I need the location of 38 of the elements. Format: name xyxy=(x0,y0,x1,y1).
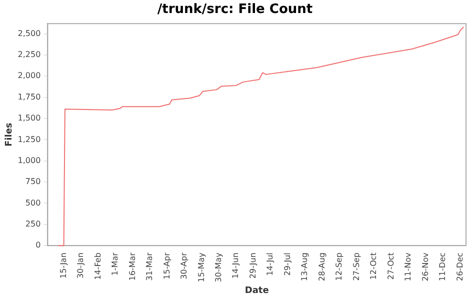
x-tick-label: 31-Mar xyxy=(145,252,154,281)
x-tick-label: 16-Mar xyxy=(128,252,137,281)
y-tick-label: 500 xyxy=(25,198,41,208)
x-tick-label: 26-Dec xyxy=(455,252,464,282)
x-tick-label: 29-Jul xyxy=(282,252,292,276)
x-tick-label: 28-Aug xyxy=(317,252,326,282)
y-tick-label: 1,500 xyxy=(18,114,41,123)
x-tick-label: 27-Sep xyxy=(352,252,361,281)
x-tick-label: 11-Nov xyxy=(404,252,413,282)
y-tick-label: 1,750 xyxy=(18,92,41,102)
x-axis-title: Date xyxy=(244,286,269,296)
y-tick-label: 750 xyxy=(25,177,41,186)
y-tick-label: 0 xyxy=(36,240,41,250)
x-tick-label: 27-Oct xyxy=(386,252,396,280)
x-tick-label: 14-Jun xyxy=(231,252,240,279)
x-tick-label: 1-Mar xyxy=(110,252,120,276)
x-tick-label: 14-Feb xyxy=(93,252,102,280)
x-tick-label: 15-Jan xyxy=(58,252,68,278)
x-tick-label: 30-May xyxy=(214,252,224,282)
y-tick-label: 1,250 xyxy=(18,134,41,144)
x-tick-label: 30-Apr xyxy=(180,252,189,280)
y-tick-label: 2,250 xyxy=(18,50,41,60)
x-tick-label: 15-May xyxy=(196,252,206,282)
y-tick-label: 250 xyxy=(25,219,41,228)
y-axis-title: Files xyxy=(4,122,15,146)
x-tick-label: 26-Nov xyxy=(420,252,430,282)
y-tick-label: 2,000 xyxy=(18,71,41,80)
x-tick-label: 30-Jan xyxy=(76,252,86,278)
x-tick-label: 13-Aug xyxy=(300,252,310,282)
x-tick-label: 14-Jul xyxy=(266,252,275,276)
y-tick-label: 2,500 xyxy=(18,28,41,38)
x-tick-label: 12-Oct xyxy=(369,252,378,280)
x-tick-label: 12-Sep xyxy=(334,252,344,281)
chart-title: /trunk/src: File Count xyxy=(157,2,313,18)
y-tick-label: 1,000 xyxy=(18,156,41,165)
x-tick-label: 11-Dec xyxy=(438,252,448,282)
x-tick-label: 29-Jun xyxy=(248,252,258,279)
x-tick-label: 15-Apr xyxy=(162,252,172,280)
